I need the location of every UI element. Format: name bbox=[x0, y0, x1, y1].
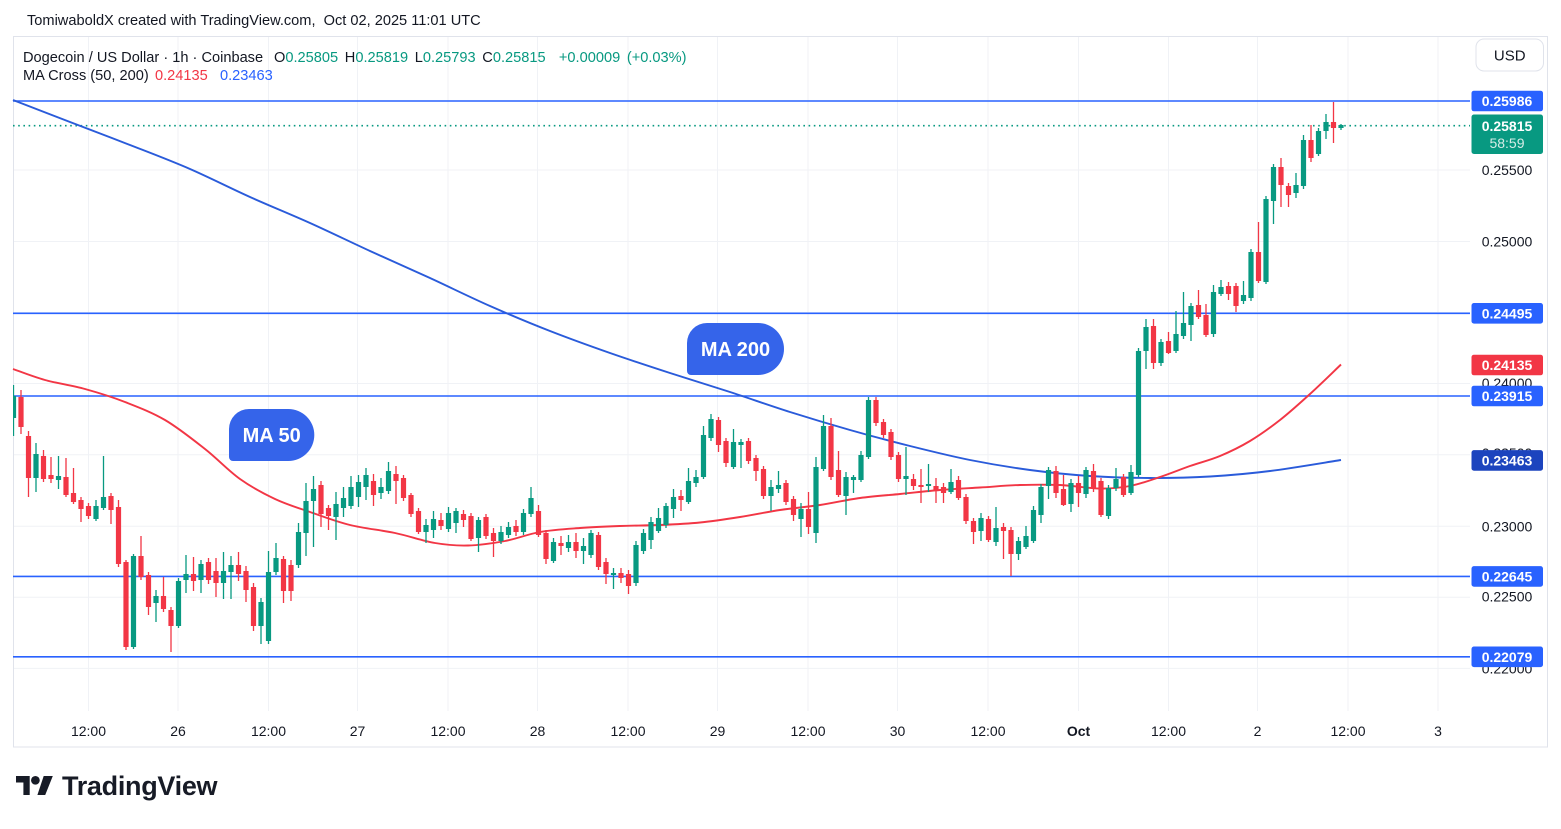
svg-text:12:00: 12:00 bbox=[1151, 723, 1186, 739]
svg-text:TomiwaboldX created with Tradi: TomiwaboldX created with TradingView.com… bbox=[27, 13, 481, 29]
svg-text:26: 26 bbox=[170, 723, 186, 739]
svg-text:0.23000: 0.23000 bbox=[1482, 518, 1533, 534]
svg-text:MA Cross (50, 200): MA Cross (50, 200) bbox=[23, 68, 149, 84]
svg-text:TradingView: TradingView bbox=[62, 771, 219, 801]
svg-text:0.24495: 0.24495 bbox=[1482, 305, 1533, 321]
svg-text:3: 3 bbox=[1434, 723, 1442, 739]
svg-text:12:00: 12:00 bbox=[430, 723, 465, 739]
svg-text:Dogecoin / US Dollar · 1h · Co: Dogecoin / US Dollar · 1h · Coinbase bbox=[23, 50, 263, 66]
svg-text:12:00: 12:00 bbox=[610, 723, 645, 739]
svg-text:58:59: 58:59 bbox=[1489, 135, 1524, 151]
svg-text:0.25986: 0.25986 bbox=[1482, 93, 1533, 109]
svg-text:27: 27 bbox=[350, 723, 366, 739]
svg-text:0.24135: 0.24135 bbox=[155, 68, 208, 84]
svg-text:12:00: 12:00 bbox=[790, 723, 825, 739]
svg-text:0.22500: 0.22500 bbox=[1482, 589, 1533, 605]
svg-text:0.25000: 0.25000 bbox=[1482, 234, 1533, 250]
svg-text:12:00: 12:00 bbox=[71, 723, 106, 739]
svg-text:USD: USD bbox=[1494, 48, 1526, 65]
svg-text:0.22645: 0.22645 bbox=[1482, 568, 1533, 584]
svg-text:0.23463: 0.23463 bbox=[1482, 452, 1533, 468]
svg-text:30: 30 bbox=[890, 723, 906, 739]
svg-text:12:00: 12:00 bbox=[251, 723, 286, 739]
svg-text:O0.25805 H0.25819 L0.25793 C0.: O0.25805 H0.25819 L0.25793 C0.25815 +0.0… bbox=[274, 50, 686, 66]
svg-text:0.25815: 0.25815 bbox=[1482, 118, 1533, 134]
svg-text:0.25500: 0.25500 bbox=[1482, 162, 1533, 178]
svg-text:0.23463: 0.23463 bbox=[220, 68, 273, 84]
svg-text:0.22079: 0.22079 bbox=[1482, 649, 1533, 665]
svg-text:2: 2 bbox=[1254, 723, 1262, 739]
svg-text:Oct: Oct bbox=[1067, 723, 1091, 739]
svg-text:0.24135: 0.24135 bbox=[1482, 357, 1533, 373]
svg-text:0.23915: 0.23915 bbox=[1482, 388, 1533, 404]
svg-text:12:00: 12:00 bbox=[970, 723, 1005, 739]
svg-text:12:00: 12:00 bbox=[1330, 723, 1365, 739]
svg-text:28: 28 bbox=[530, 723, 546, 739]
svg-text:MA 50: MA 50 bbox=[243, 425, 301, 447]
svg-text:MA 200: MA 200 bbox=[701, 339, 770, 361]
svg-text:29: 29 bbox=[710, 723, 726, 739]
